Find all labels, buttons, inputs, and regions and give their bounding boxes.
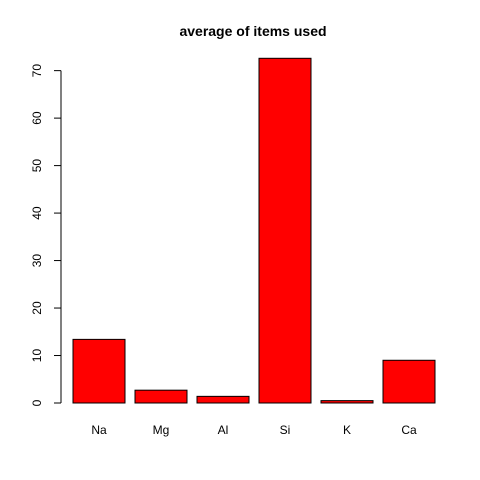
y-tick-label-60: 60 bbox=[30, 111, 44, 125]
y-tick-label-10: 10 bbox=[30, 349, 44, 363]
bar-na bbox=[72, 338, 126, 404]
y-tick-label-70: 70 bbox=[30, 64, 44, 78]
x-label-ca: Ca bbox=[401, 423, 417, 437]
x-label-al: Al bbox=[218, 423, 229, 437]
y-tick-label-0: 0 bbox=[30, 399, 44, 406]
bar-k bbox=[320, 400, 374, 404]
x-label-k: K bbox=[343, 423, 351, 437]
chart-title: average of items used bbox=[179, 23, 326, 39]
y-tick-label-30: 30 bbox=[30, 254, 44, 268]
y-axis: 0 10 20 30 40 50 60 70 bbox=[30, 64, 62, 406]
bar-al bbox=[196, 395, 250, 404]
x-axis-labels: Na Mg Al Si K Ca bbox=[91, 423, 417, 437]
x-label-na: Na bbox=[91, 423, 107, 437]
bars-group bbox=[72, 57, 436, 404]
bar-mg bbox=[134, 389, 188, 404]
y-tick-label-40: 40 bbox=[30, 206, 44, 220]
y-tick-label-20: 20 bbox=[30, 301, 44, 315]
bar-ca bbox=[382, 359, 436, 404]
x-label-mg: Mg bbox=[153, 423, 170, 437]
x-label-si: Si bbox=[280, 423, 291, 437]
bar-si bbox=[258, 57, 312, 404]
y-tick-label-50: 50 bbox=[30, 159, 44, 173]
